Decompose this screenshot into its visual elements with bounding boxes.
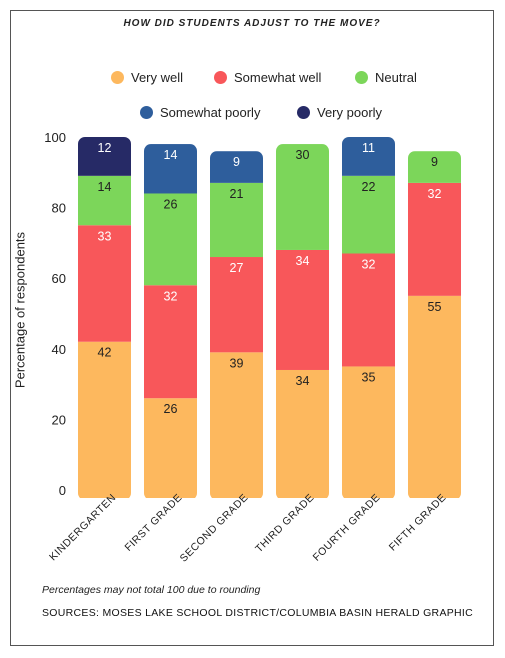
chart-source: SOURCES: MOSES LAKE SCHOOL DISTRICT/COLU… xyxy=(42,607,474,619)
x-tick-label: FIFTH GRADE xyxy=(387,492,449,554)
y-tick-label: 80 xyxy=(52,201,66,216)
data-label: 21 xyxy=(230,187,244,201)
bar-segment xyxy=(342,366,395,498)
bar-segment xyxy=(78,225,131,342)
data-label: 27 xyxy=(230,261,244,275)
legend-swatch-icon xyxy=(297,106,310,119)
stacked-bar xyxy=(342,137,395,498)
legend-label: Somewhat well xyxy=(234,70,322,85)
stacked-bar xyxy=(210,151,263,498)
data-label: 14 xyxy=(164,148,178,162)
stacked-bar xyxy=(78,137,131,498)
y-tick-label: 0 xyxy=(59,483,66,498)
legend-label: Very poorly xyxy=(317,105,383,120)
data-label: 32 xyxy=(362,257,376,271)
data-label: 30 xyxy=(296,148,310,162)
bar-segment xyxy=(342,175,395,254)
bar-segment xyxy=(78,137,131,176)
legend-item-somewhat-well: Somewhat well xyxy=(214,70,321,85)
stacked-bar xyxy=(144,144,197,498)
legend-label: Neutral xyxy=(375,70,417,85)
chart-note: Percentages may not total 100 due to rou… xyxy=(42,584,261,596)
data-label: 32 xyxy=(428,187,442,201)
x-tick-label: SECOND GRADE xyxy=(178,492,251,565)
data-label: 39 xyxy=(230,356,244,370)
bar-segment xyxy=(144,285,197,399)
bar-segment xyxy=(210,352,263,498)
bar-segment xyxy=(78,341,131,498)
x-tick-label: THIRD GRADE xyxy=(253,492,317,556)
stacked-bar xyxy=(408,151,461,498)
legend-label: Somewhat poorly xyxy=(160,105,261,120)
data-label: 55 xyxy=(428,300,442,314)
legend-label: Very well xyxy=(131,70,184,85)
data-label: 14 xyxy=(98,180,112,194)
x-tick-label: FIRST GRADE xyxy=(122,492,184,554)
y-tick-label: 100 xyxy=(44,130,66,145)
data-label: 34 xyxy=(296,374,310,388)
bar-segment xyxy=(276,144,329,250)
legend-swatch-icon xyxy=(355,71,368,84)
data-label: 35 xyxy=(362,370,376,384)
data-label: 32 xyxy=(164,289,178,303)
y-tick-label: 60 xyxy=(52,271,66,286)
data-label: 9 xyxy=(431,155,438,169)
data-label: 11 xyxy=(362,141,375,155)
legend-item-very-well: Very well xyxy=(111,70,183,85)
bar-segment xyxy=(144,398,197,498)
bar-segment xyxy=(78,175,131,226)
bar-segment xyxy=(408,295,461,498)
bar-segment xyxy=(210,151,263,183)
y-tick-label: 20 xyxy=(52,412,66,427)
bar-segment xyxy=(144,144,197,194)
data-label: 12 xyxy=(98,141,112,155)
bar-segment xyxy=(210,257,263,353)
y-tick-label: 40 xyxy=(52,342,66,357)
bar-segment xyxy=(276,369,329,498)
data-label: 33 xyxy=(98,229,112,243)
legend-item-neutral: Neutral xyxy=(355,70,417,85)
legend-swatch-icon xyxy=(214,71,227,84)
bar-segment xyxy=(342,253,395,367)
data-label: 26 xyxy=(164,402,178,416)
data-label: 22 xyxy=(362,180,376,194)
stacked-bar xyxy=(276,144,329,498)
bar-segment xyxy=(276,249,329,370)
bar-segment xyxy=(408,182,461,296)
data-label: 34 xyxy=(296,254,310,268)
bar-segment xyxy=(342,137,395,176)
bar-segment xyxy=(210,182,263,258)
bar-segment xyxy=(408,151,461,183)
data-label: 9 xyxy=(233,155,240,169)
legend-item-somewhat-poorly: Somewhat poorly xyxy=(140,105,260,120)
legend-swatch-icon xyxy=(111,71,124,84)
legend-item-very-poorly: Very poorly xyxy=(297,105,382,120)
bar-segment xyxy=(144,193,197,286)
legend-swatch-icon xyxy=(140,106,153,119)
chart-title: HOW DID STUDENTS ADJUST TO THE MOVE? xyxy=(123,18,381,29)
data-label: 42 xyxy=(98,346,112,360)
data-label: 26 xyxy=(164,197,178,211)
x-tick-label: FOURTH GRADE xyxy=(311,492,383,564)
x-tick-label: KINDERGARTEN xyxy=(47,492,119,564)
